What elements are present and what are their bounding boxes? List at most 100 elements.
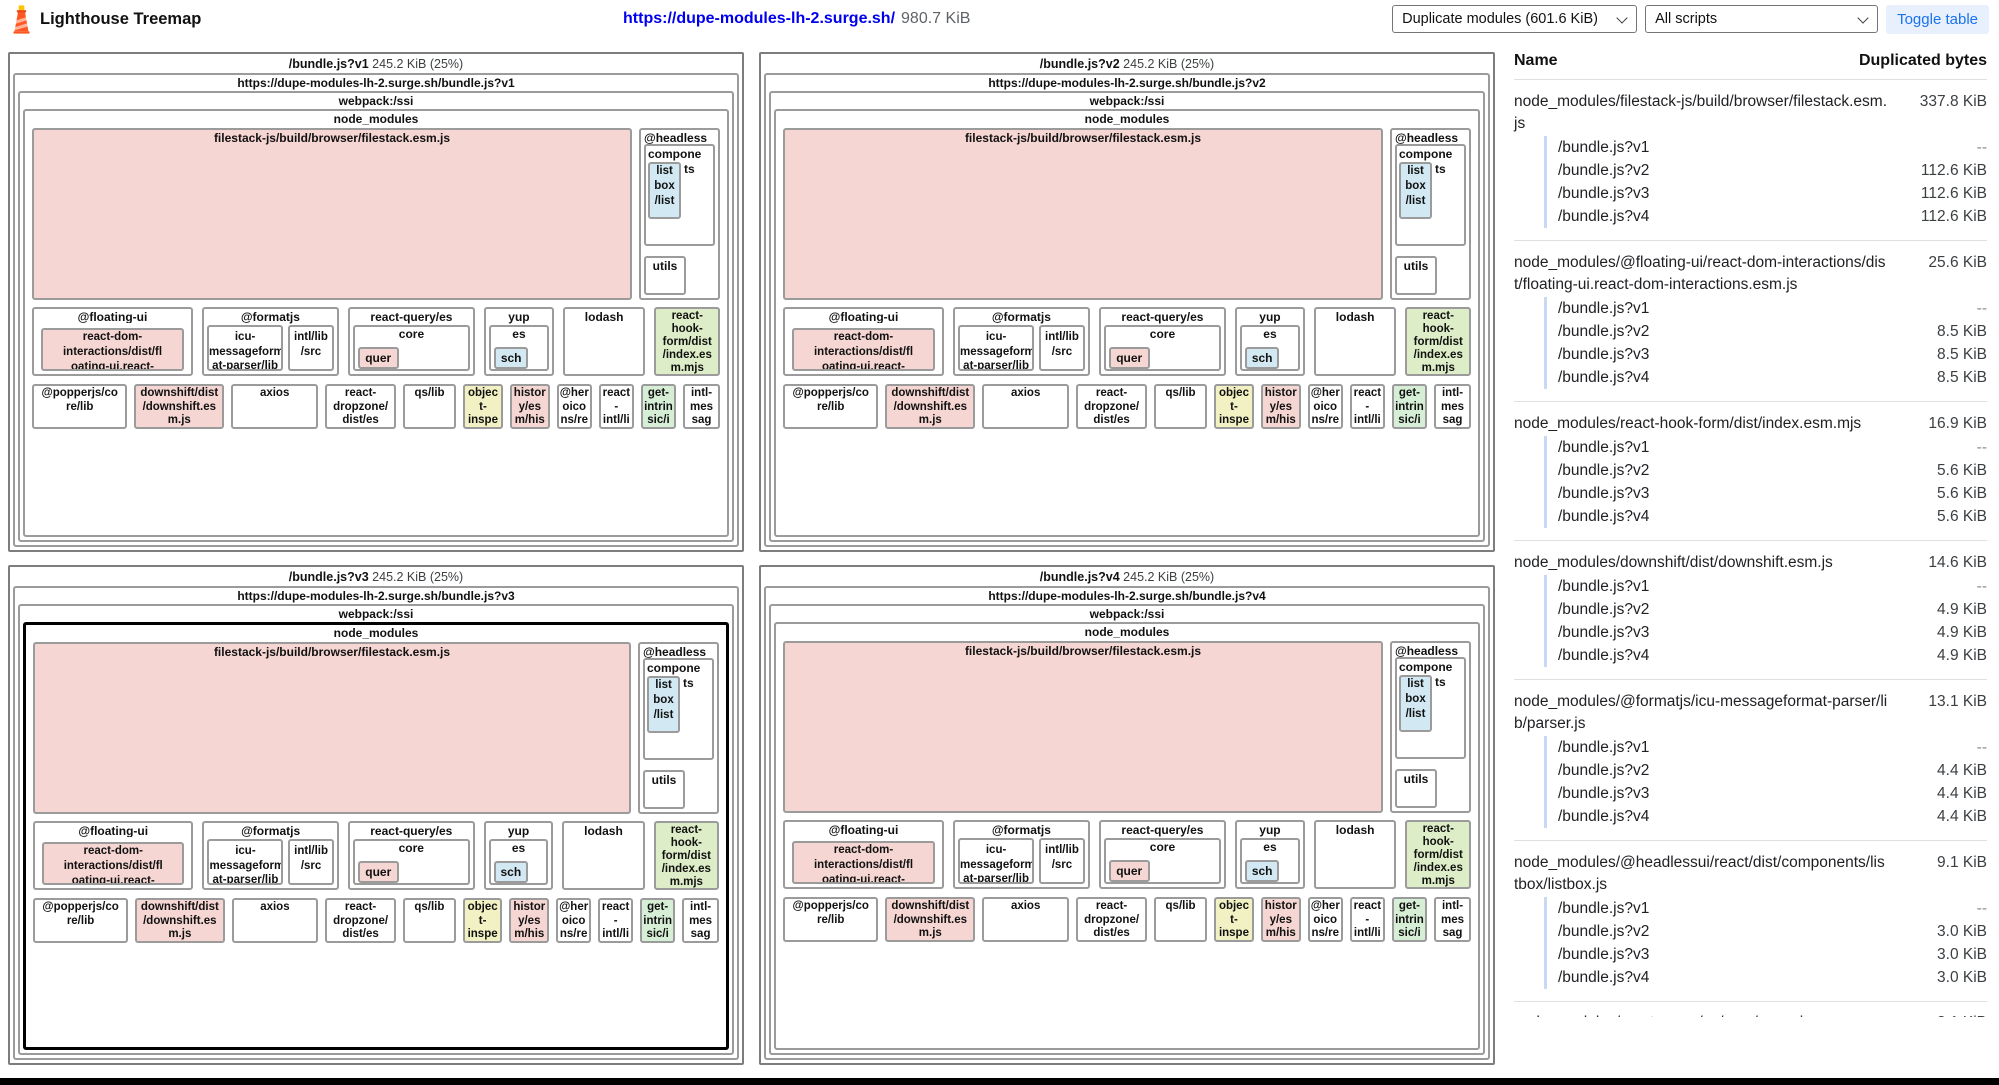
treemap-node-components[interactable]: compone list box /list ts	[1395, 656, 1466, 759]
treemap-node-schema[interactable]: sch	[493, 861, 528, 883]
treemap-node-intl-lib-src[interactable]: intl/lib /src	[288, 325, 334, 371]
treemap-node-react-dom-interactions[interactable]: react-dom- interactions/dist/fl oating-u…	[792, 841, 935, 884]
treemap-node-react-hook-form[interactable]: react- hook- form/dist /index.es m.mjs	[1405, 820, 1471, 889]
treemap-node-react-query[interactable]: react-query/es core quer	[1098, 820, 1227, 889]
treemap-node-icu-messageformat-parser[interactable]: icu- messageform at-parser/lib	[957, 325, 1035, 371]
webpack-node[interactable]: webpack:/ssi node_modules filestack-js/b…	[769, 604, 1485, 1055]
treemap-node-yup-es[interactable]: es sch	[1240, 325, 1300, 371]
treemap-node-react-dom-interactions[interactable]: react-dom- interactions/dist/fl oating-u…	[42, 842, 185, 885]
treemap-node-filestack[interactable]: filestack-js/build/browser/filestack.esm…	[33, 642, 631, 814]
treemap-node-headlessui[interactable]: @headless compone list box /list ts util…	[1390, 641, 1471, 813]
treemap-node-utils[interactable]: utils	[644, 255, 686, 295]
treemap-node-formatjs[interactable]: @formatjs icu- messageform at-parser/lib…	[952, 820, 1090, 889]
treemap-node-small[interactable]: histor y/es m/his	[1260, 897, 1301, 942]
treemap-node-small[interactable]: react - intl/li	[598, 898, 634, 943]
treemap-node-react-dom-interactions[interactable]: react-dom- interactions/dist/fl oating-u…	[41, 328, 184, 371]
treemap-node-small[interactable]: objec t- inspe	[463, 384, 503, 429]
treemap-node-small[interactable]: histor y/es m/his	[509, 384, 550, 429]
treemap-node-floating-ui[interactable]: @floating-ui react-dom- interactions/dis…	[783, 307, 944, 376]
treemap-node-small[interactable]: axios	[231, 384, 319, 429]
webpack-node[interactable]: webpack:/ssi node_modules filestack-js/b…	[18, 91, 734, 542]
url-node[interactable]: https://dupe-modules-lh-2.surge.sh/bundl…	[13, 586, 739, 1060]
treemap-node-small[interactable]: histor y/es m/his	[509, 898, 550, 943]
treemap-node-lodash[interactable]: lodash	[562, 821, 645, 890]
treemap-node-small[interactable]: objec t- inspe	[462, 898, 503, 943]
webpack-node[interactable]: webpack:/ssi node_modules filestack-js/b…	[18, 604, 734, 1055]
url-node[interactable]: https://dupe-modules-lh-2.surge.sh/bundl…	[764, 73, 1490, 547]
treemap-node-utils[interactable]: utils	[1395, 768, 1437, 808]
treemap-node-small[interactable]: intl- mes sag	[1434, 897, 1471, 942]
treemap-node-icu-messageformat-parser[interactable]: icu- messageform at-parser/lib	[207, 839, 284, 885]
treemap-node-query[interactable]: quer	[1108, 347, 1150, 369]
treemap-node-small[interactable]: downshift/dist /downshift.es m.js	[885, 384, 976, 429]
treemap-node-small[interactable]: downshift/dist /downshift.es m.js	[885, 897, 976, 942]
treemap-node-small[interactable]: intl- mes sag	[683, 384, 720, 429]
treemap-node-yup[interactable]: yup es sch	[1235, 820, 1305, 889]
treemap-node-small[interactable]: @popperjs/co re/lib	[33, 898, 129, 943]
toggle-table-button[interactable]: Toggle table	[1886, 4, 1989, 34]
treemap-node-small[interactable]: @popperjs/co re/lib	[783, 384, 879, 429]
bundle-node-title[interactable]: /bundle.js?v3 245.2 KiB (25%)	[13, 568, 739, 586]
treemap-node-small[interactable]: @her oico ns/re	[1307, 897, 1343, 942]
treemap-node-small[interactable]: downshift/dist /downshift.es m.js	[135, 898, 225, 943]
treemap-node-small[interactable]: axios	[982, 384, 1070, 429]
bundle-node-title[interactable]: /bundle.js?v4 245.2 KiB (25%)	[764, 568, 1490, 586]
treemap-node-query[interactable]: quer	[357, 347, 399, 369]
treemap-node-listbox[interactable]: list box /list	[1399, 674, 1432, 732]
webpack-node[interactable]: webpack:/ssi node_modules filestack-js/b…	[769, 91, 1485, 542]
treemap-node-small[interactable]: get- intrin sic/i	[640, 898, 676, 943]
treemap-node-headlessui[interactable]: @headless compone list box /list ts util…	[639, 128, 720, 300]
url-node[interactable]: https://dupe-modules-lh-2.surge.sh/bundl…	[764, 586, 1490, 1060]
treemap-node-react-query[interactable]: react-query/es core quer	[1098, 307, 1227, 376]
treemap-node-filestack[interactable]: filestack-js/build/browser/filestack.esm…	[783, 641, 1383, 813]
treemap-node-small[interactable]: @her oico ns/re	[556, 384, 592, 429]
bundle-node-title[interactable]: /bundle.js?v1 245.2 KiB (25%)	[13, 55, 739, 73]
treemap-node-small[interactable]: get- intrin sic/i	[640, 384, 677, 429]
treemap-node-small[interactable]: @her oico ns/re	[556, 898, 592, 943]
treemap-node-utils[interactable]: utils	[1395, 255, 1437, 295]
treemap-node-small[interactable]: qs/lib	[403, 384, 457, 429]
treemap-node-floating-ui[interactable]: @floating-ui react-dom- interactions/dis…	[783, 820, 944, 889]
treemap-node-small[interactable]: @her oico ns/re	[1307, 384, 1343, 429]
treemap-node-lodash[interactable]: lodash	[1313, 820, 1397, 889]
treemap-node-floating-ui[interactable]: @floating-ui react-dom- interactions/dis…	[32, 307, 193, 376]
treemap-node-intl-lib-src[interactable]: intl/lib /src	[1039, 325, 1085, 371]
treemap-node-lodash[interactable]: lodash	[1313, 307, 1397, 376]
script-filter-select[interactable]: All scripts	[1645, 5, 1879, 33]
view-mode-select[interactable]: Duplicate modules (601.6 KiB)	[1392, 5, 1638, 33]
bundle-node-title[interactable]: /bundle.js?v2 245.2 KiB (25%)	[764, 55, 1490, 73]
treemap-node-yup-es[interactable]: es sch	[489, 325, 549, 371]
node-modules-node[interactable]: node_modules filestack-js/build/browser/…	[23, 622, 729, 1050]
treemap-node-react-query[interactable]: react-query/es core quer	[347, 821, 475, 890]
node-modules-node[interactable]: node_modules filestack-js/build/browser/…	[23, 109, 729, 537]
treemap-node-small[interactable]: objec t- inspe	[1214, 384, 1254, 429]
treemap-node-listbox[interactable]: list box /list	[648, 161, 681, 219]
treemap-node-small[interactable]: downshift/dist /downshift.es m.js	[134, 384, 225, 429]
url-node[interactable]: https://dupe-modules-lh-2.surge.sh/bundl…	[13, 73, 739, 547]
treemap-node-react-dom-interactions[interactable]: react-dom- interactions/dist/fl oating-u…	[792, 328, 935, 371]
treemap-node-core[interactable]: core quer	[1103, 325, 1222, 371]
treemap-node-small[interactable]: histor y/es m/his	[1260, 384, 1301, 429]
treemap-node-yup[interactable]: yup es sch	[1235, 307, 1305, 376]
treemap-node-small[interactable]: react- dropzone/ dist/es	[325, 898, 396, 943]
treemap-node-icu-messageformat-parser[interactable]: icu- messageform at-parser/lib	[957, 838, 1035, 884]
treemap-node-react-query[interactable]: react-query/es core quer	[347, 307, 476, 376]
treemap-node-core[interactable]: core quer	[352, 325, 471, 371]
treemap-node-schema[interactable]: sch	[494, 347, 529, 369]
treemap-node-small[interactable]: qs/lib	[402, 898, 456, 943]
treemap-node-small[interactable]: intl- mes sag	[682, 898, 720, 943]
treemap-node-listbox[interactable]: list box /list	[1399, 161, 1432, 219]
treemap-node-schema[interactable]: sch	[1245, 860, 1280, 882]
treemap-node-components[interactable]: compone list box /list ts	[1395, 143, 1466, 246]
treemap-node-small[interactable]: react- dropzone/ dist/es	[1076, 384, 1148, 429]
treemap-node-react-hook-form[interactable]: react- hook- form/dist /index.es m.mjs	[654, 307, 720, 376]
treemap-node-react-hook-form[interactable]: react- hook- form/dist /index.es m.mjs	[653, 821, 719, 890]
treemap-node-small[interactable]: @popperjs/co re/lib	[32, 384, 128, 429]
treemap-node-utils[interactable]: utils	[643, 769, 685, 809]
treemap-node-filestack[interactable]: filestack-js/build/browser/filestack.esm…	[783, 128, 1383, 300]
treemap-node-small[interactable]: react- dropzone/ dist/es	[325, 384, 397, 429]
treemap-node-formatjs[interactable]: @formatjs icu- messageform at-parser/lib…	[201, 307, 339, 376]
treemap-node-small[interactable]: qs/lib	[1154, 897, 1208, 942]
treemap-node-yup-es[interactable]: es sch	[1240, 838, 1300, 884]
treemap-node-floating-ui[interactable]: @floating-ui react-dom- interactions/dis…	[33, 821, 194, 890]
